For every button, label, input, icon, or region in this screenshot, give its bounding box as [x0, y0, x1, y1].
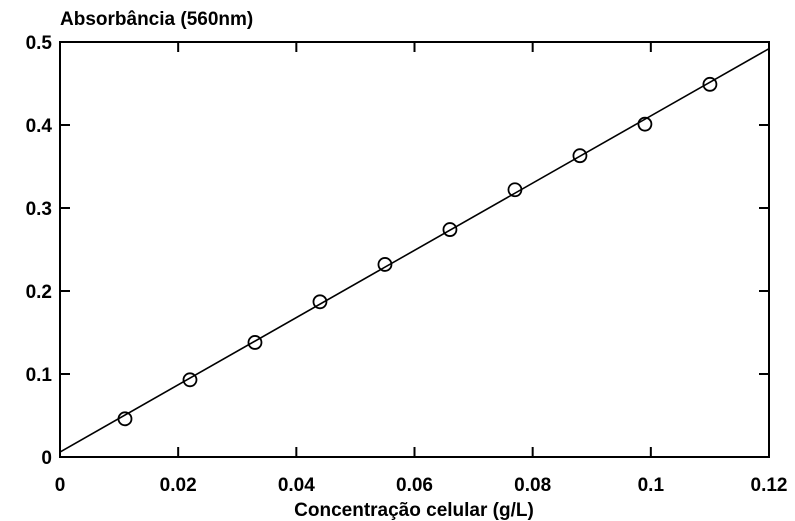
- y-tick-label: 0.5: [26, 33, 53, 54]
- data-point: [377, 257, 393, 272]
- y-tick-label: 0.1: [26, 365, 53, 386]
- x-tick-label: 0.12: [751, 475, 788, 496]
- x-axis-ticks: 0 0.02 0.04 0.06 0.08 0.1 0.12: [55, 42, 788, 496]
- y-tick-label: 0.3: [26, 199, 52, 220]
- y-tick-label: 0.2: [26, 282, 52, 303]
- y-axis-ticks: 0 0.1 0.2 0.3 0.4 0.5: [26, 33, 769, 469]
- data-point: [182, 372, 198, 388]
- data-point: [572, 148, 588, 164]
- x-tick-label: 0.08: [514, 475, 551, 496]
- data-points: [117, 76, 718, 427]
- x-tick-label: 0.06: [396, 475, 433, 496]
- fit-line: [59, 47, 770, 453]
- x-tick-label: 0: [55, 475, 66, 496]
- data-point: [702, 76, 718, 92]
- x-tick-label: 0.04: [278, 475, 315, 496]
- data-point: [117, 411, 133, 427]
- data-point: [637, 116, 653, 132]
- data-point: [312, 294, 328, 310]
- x-axis-title: Concentração celular (g/L): [294, 500, 534, 521]
- y-tick-label: 0.4: [26, 116, 53, 137]
- x-tick-label: 0.02: [160, 475, 197, 496]
- y-axis-title: Absorbância (560nm): [60, 9, 253, 30]
- data-point: [247, 335, 263, 350]
- data-point: [507, 182, 523, 198]
- data-point: [442, 222, 458, 237]
- x-tick-label: 0.1: [638, 475, 665, 496]
- y-tick-label: 0: [41, 448, 52, 469]
